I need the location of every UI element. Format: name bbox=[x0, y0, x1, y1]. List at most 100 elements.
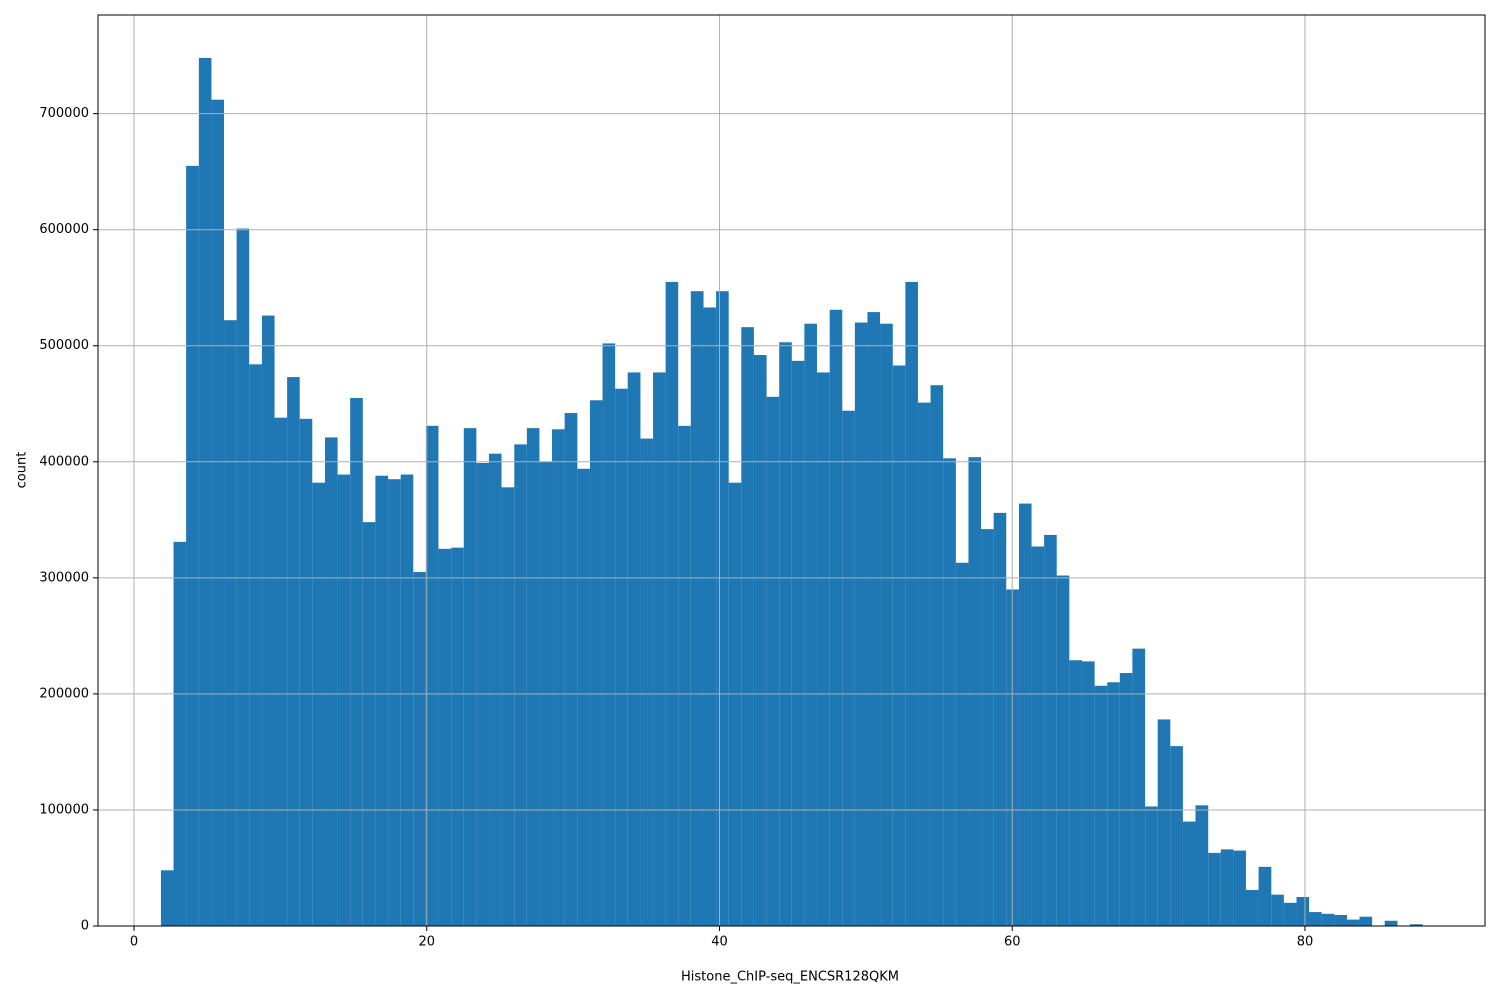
bar bbox=[804, 323, 817, 926]
bar bbox=[514, 444, 527, 926]
x-tick-label: 20 bbox=[418, 935, 435, 950]
bar bbox=[388, 479, 401, 926]
bar bbox=[1132, 648, 1146, 926]
bar bbox=[463, 428, 477, 926]
bar bbox=[1082, 661, 1095, 926]
x-tick-label: 80 bbox=[1297, 935, 1314, 950]
bar bbox=[1044, 534, 1057, 926]
bar bbox=[287, 377, 300, 926]
y-tick-label: 400000 bbox=[39, 454, 89, 469]
bar bbox=[930, 385, 944, 927]
bar bbox=[198, 57, 212, 927]
y-tick-label: 300000 bbox=[39, 570, 89, 585]
bar bbox=[160, 870, 174, 926]
y-axis-label: count bbox=[15, 452, 30, 489]
bar bbox=[1195, 805, 1209, 926]
bar bbox=[1031, 546, 1045, 926]
bar bbox=[1359, 916, 1373, 926]
bar bbox=[236, 228, 250, 926]
bar bbox=[1107, 682, 1120, 926]
bar bbox=[728, 482, 742, 926]
bar bbox=[362, 522, 376, 926]
bar bbox=[325, 437, 338, 926]
bar bbox=[665, 281, 679, 926]
bar bbox=[854, 322, 868, 926]
bar bbox=[615, 388, 628, 926]
bar bbox=[1119, 673, 1133, 926]
bar bbox=[476, 462, 489, 926]
x-tick-label: 0 bbox=[130, 935, 138, 950]
bar bbox=[1309, 912, 1322, 926]
bar bbox=[1410, 924, 1423, 926]
bar bbox=[589, 400, 603, 926]
y-tick-label: 0 bbox=[81, 919, 89, 934]
bar bbox=[653, 372, 666, 926]
y-tick-label: 600000 bbox=[39, 222, 89, 237]
bar bbox=[968, 457, 982, 926]
x-tick-label: 60 bbox=[1004, 935, 1021, 950]
bar bbox=[1018, 503, 1032, 926]
bar bbox=[261, 315, 275, 926]
bar bbox=[552, 429, 565, 926]
bar bbox=[640, 438, 654, 926]
bar bbox=[1258, 866, 1272, 926]
bar bbox=[1170, 746, 1183, 926]
bar bbox=[577, 468, 590, 926]
bar bbox=[186, 165, 199, 927]
bar bbox=[1069, 660, 1083, 926]
bar bbox=[981, 529, 994, 926]
bar bbox=[917, 402, 931, 926]
bar bbox=[451, 547, 464, 926]
bar bbox=[1346, 919, 1360, 926]
bar bbox=[905, 281, 918, 926]
bar bbox=[526, 428, 540, 926]
bar bbox=[337, 474, 351, 926]
bar bbox=[564, 413, 578, 926]
bar bbox=[690, 291, 704, 926]
bar bbox=[880, 323, 893, 926]
bar bbox=[425, 425, 439, 926]
bar bbox=[1296, 896, 1310, 926]
bar bbox=[892, 365, 906, 926]
x-axis-label: Histone_ChIP-seq_ENCSR128QKM bbox=[681, 970, 899, 985]
bar bbox=[375, 475, 389, 926]
bar bbox=[842, 410, 855, 926]
bar bbox=[1334, 914, 1347, 926]
bar bbox=[791, 360, 805, 926]
bar bbox=[274, 417, 288, 926]
bar bbox=[1321, 913, 1335, 926]
bar bbox=[211, 99, 225, 927]
y-tick-label: 700000 bbox=[39, 106, 89, 121]
bar bbox=[943, 458, 956, 926]
bar bbox=[413, 572, 426, 926]
bar bbox=[488, 453, 502, 926]
bar bbox=[741, 327, 754, 926]
bar bbox=[501, 487, 515, 926]
bar bbox=[312, 482, 326, 926]
y-tick-label: 500000 bbox=[39, 338, 89, 353]
bar bbox=[1182, 821, 1196, 926]
bar bbox=[703, 307, 717, 927]
bar bbox=[249, 364, 262, 927]
bar bbox=[753, 355, 767, 926]
bar bbox=[400, 474, 414, 926]
bar bbox=[716, 291, 729, 926]
bar bbox=[299, 418, 313, 926]
bar bbox=[350, 397, 363, 926]
bar bbox=[678, 425, 691, 926]
y-tick-label: 100000 bbox=[39, 802, 89, 817]
bar bbox=[1208, 852, 1221, 926]
bar bbox=[766, 396, 780, 927]
bar bbox=[779, 342, 792, 927]
bar bbox=[627, 372, 641, 926]
bar bbox=[1283, 902, 1297, 926]
bar bbox=[224, 320, 237, 927]
bar bbox=[173, 541, 187, 926]
bar bbox=[816, 372, 830, 926]
bar bbox=[867, 312, 881, 926]
bar bbox=[1056, 575, 1070, 926]
y-tick-label: 200000 bbox=[39, 686, 89, 701]
bar bbox=[1271, 894, 1284, 926]
